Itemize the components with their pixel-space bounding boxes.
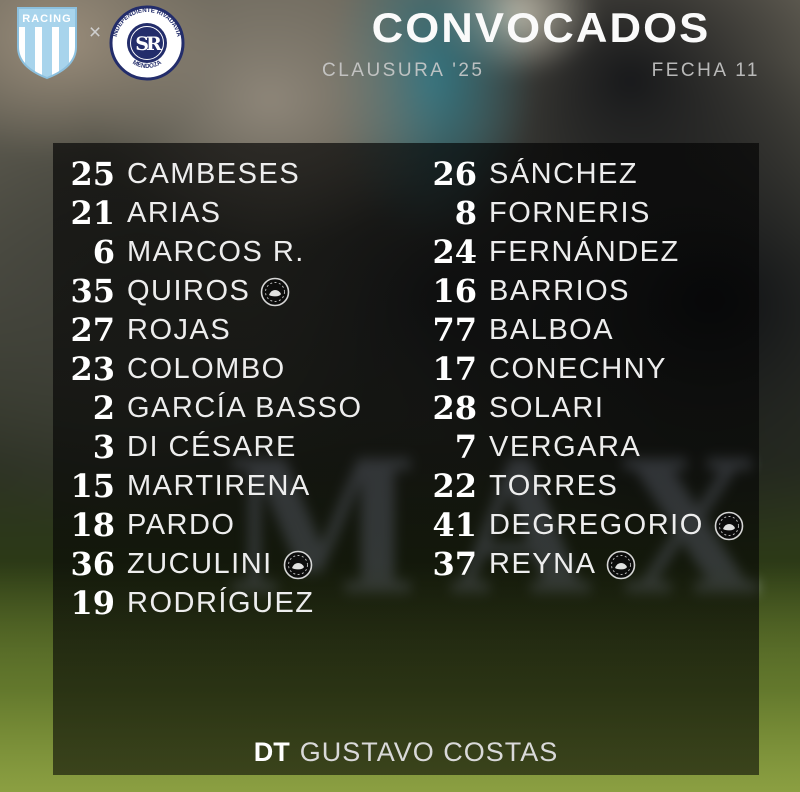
- player-number: 25: [70, 155, 115, 193]
- player-number: 2: [92, 389, 115, 427]
- squad-column-left: 25 CAMBESES 21 ARIAS 6 MARCOS R. 35 QUIR…: [55, 155, 415, 623]
- player-name: ROJAS: [127, 314, 232, 346]
- page-title: CONVOCADOS: [371, 4, 711, 51]
- coach-line: DT GUSTAVO COSTAS: [53, 737, 759, 768]
- player-name: PARDO: [127, 509, 236, 541]
- player-name: COLOMBO: [127, 353, 286, 385]
- player-name: BALBOA: [489, 314, 615, 346]
- academy-badge-icon: [261, 277, 290, 306]
- player-name: SÁNCHEZ: [489, 158, 639, 190]
- player-row: 27 ROJAS: [55, 311, 415, 350]
- player-row: 26 SÁNCHEZ: [417, 155, 765, 194]
- player-number: 15: [70, 467, 115, 505]
- player-row: 37 REYNA: [417, 545, 765, 584]
- matchday-label: FECHA 11: [651, 60, 760, 81]
- player-number: 22: [432, 467, 477, 505]
- player-name: BARRIOS: [489, 275, 631, 307]
- player-row: 28 SOLARI: [417, 389, 765, 428]
- player-name: SOLARI: [489, 392, 605, 424]
- player-name: ARIAS: [127, 197, 222, 229]
- player-number: 35: [70, 272, 115, 310]
- player-number: 19: [70, 584, 115, 622]
- squad-column-right: 26 SÁNCHEZ 8 FORNERIS 24 FERNÁNDEZ 16 BA…: [417, 155, 765, 584]
- player-row: 24 FERNÁNDEZ: [417, 233, 765, 272]
- player-row: 6 MARCOS R.: [55, 233, 415, 272]
- player-name: ZUCULINI: [127, 548, 273, 580]
- svg-text:MENDOZA: MENDOZA: [131, 59, 163, 70]
- player-row: 41 DEGREGORIO: [417, 506, 765, 545]
- player-row: 17 CONECHNY: [417, 350, 765, 389]
- rivadavia-crest-icon: INDEPENDIENTE RIVADAVIA MENDOZA SR: [109, 5, 185, 81]
- player-row: 19 RODRÍGUEZ: [55, 584, 415, 623]
- player-name: VERGARA: [489, 431, 642, 463]
- player-number: 41: [432, 506, 477, 544]
- player-number: 8: [454, 194, 477, 232]
- player-number: 21: [70, 194, 115, 232]
- player-row: 16 BARRIOS: [417, 272, 765, 311]
- player-name: REYNA: [489, 548, 597, 580]
- player-row: 15 MARTIRENA: [55, 467, 415, 506]
- player-number: 16: [432, 272, 477, 310]
- player-name: FORNERIS: [489, 197, 651, 229]
- player-number: 28: [432, 389, 477, 427]
- player-name: FERNÁNDEZ: [489, 236, 680, 268]
- player-row: 18 PARDO: [55, 506, 415, 545]
- academy-badge-icon: [714, 511, 744, 540]
- roster-panel: 25 CAMBESES 21 ARIAS 6 MARCOS R. 35 QUIR…: [53, 143, 759, 775]
- player-name: MARTIRENA: [127, 470, 311, 502]
- player-number: 26: [432, 155, 477, 193]
- player-number: 37: [432, 545, 477, 583]
- player-number: 18: [70, 506, 115, 544]
- player-row: 35 QUIROS: [55, 272, 415, 311]
- player-number: 3: [92, 428, 115, 466]
- player-row: 8 FORNERIS: [417, 194, 765, 233]
- subtitle-row: CLAUSURA '25 FECHA 11: [322, 60, 760, 82]
- tournament-label: CLAUSURA '25: [322, 60, 485, 81]
- player-row: 2 GARCÍA BASSO: [55, 389, 415, 428]
- svg-text:SR: SR: [135, 33, 162, 55]
- coach-role-label: DT: [253, 737, 290, 767]
- player-name: DI CÉSARE: [127, 431, 297, 463]
- player-name: TORRES: [489, 470, 619, 502]
- title-block: CONVOCADOS CLAUSURA '25 FECHA 11: [322, 4, 760, 82]
- player-row: 25 CAMBESES: [55, 155, 415, 194]
- player-row: 77 BALBOA: [417, 311, 765, 350]
- player-row: 22 TORRES: [417, 467, 765, 506]
- academy-badge-icon: [607, 550, 636, 579]
- player-name: DEGREGORIO: [489, 509, 704, 541]
- player-number: 6: [92, 233, 115, 271]
- svg-text:RACING: RACING: [22, 13, 71, 25]
- player-number: 27: [70, 311, 115, 349]
- player-row: 23 COLOMBO: [55, 350, 415, 389]
- player-number: 36: [70, 545, 115, 583]
- player-number: 23: [70, 350, 115, 388]
- player-name: MARCOS R.: [127, 236, 305, 268]
- header: RACING × INDEPENDIENTE RIVADAVIA MENDOZA…: [0, 0, 800, 95]
- player-row: 21 ARIAS: [55, 194, 415, 233]
- player-name: RODRÍGUEZ: [127, 587, 315, 619]
- player-name: CAMBESES: [127, 158, 301, 190]
- player-name: QUIROS: [127, 275, 251, 307]
- player-number: 77: [432, 311, 477, 349]
- player-number: 24: [432, 233, 477, 271]
- player-row: 36 ZUCULINI: [55, 545, 415, 584]
- player-name: GARCÍA BASSO: [127, 392, 363, 424]
- player-name: CONECHNY: [489, 353, 667, 385]
- academy-badge-icon: [283, 550, 313, 579]
- versus-separator: ×: [88, 21, 102, 44]
- racing-crest-icon: RACING: [17, 7, 77, 80]
- coach-name: GUSTAVO COSTAS: [299, 737, 559, 767]
- player-number: 7: [454, 428, 477, 466]
- player-row: 7 VERGARA: [417, 428, 765, 467]
- player-number: 17: [432, 350, 477, 388]
- player-row: 3 DI CÉSARE: [55, 428, 415, 467]
